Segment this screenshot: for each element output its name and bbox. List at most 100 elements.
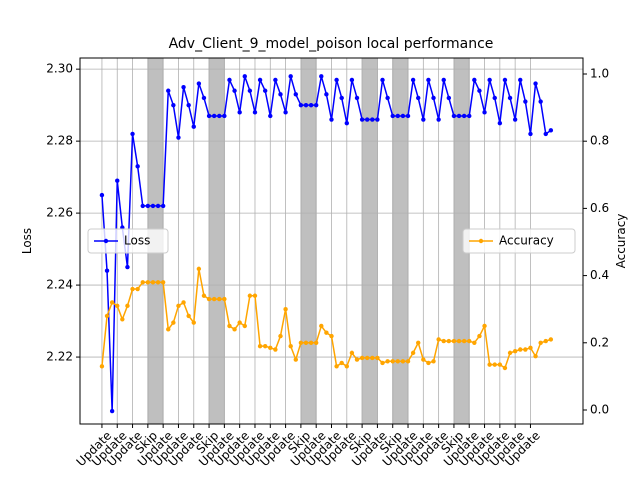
data-point: [242, 74, 247, 79]
data-point: [523, 347, 528, 352]
data-point: [446, 95, 452, 101]
data-point: [472, 340, 477, 345]
data-point: [273, 347, 278, 352]
data-point: [410, 350, 416, 356]
data-point: [293, 357, 298, 362]
series-line: [101, 268, 552, 370]
data-point: [507, 350, 513, 356]
data-point: [150, 280, 156, 285]
data-point: [115, 303, 120, 309]
data-point: [252, 110, 258, 115]
data-point: [268, 345, 273, 351]
data-point: [380, 360, 385, 366]
data-point: [109, 300, 115, 305]
data-point: [344, 120, 350, 126]
data-point: [528, 131, 533, 137]
legend: Loss: [87, 228, 169, 254]
data-point: [171, 102, 176, 108]
data-point: [497, 362, 503, 367]
data-point: [247, 293, 253, 298]
data-point: [181, 300, 186, 305]
data-point: [426, 360, 431, 366]
data-point: [247, 88, 253, 93]
y2-tick-label: 0.6: [590, 201, 609, 215]
data-point: [262, 343, 268, 349]
data-point: [548, 128, 554, 133]
data-point: [242, 323, 247, 329]
data-point: [206, 296, 212, 302]
data-point: [456, 338, 462, 344]
y2-tick-label: 0.2: [590, 335, 609, 349]
data-point: [120, 317, 125, 322]
plot-frame: [79, 57, 584, 425]
data-point: [512, 117, 518, 122]
data-point: [313, 102, 319, 108]
data-point: [303, 102, 309, 108]
legend-label: Loss: [124, 234, 150, 248]
data-point: [288, 343, 293, 349]
data-point: [104, 313, 110, 319]
data-point: [257, 343, 263, 349]
data-point: [400, 359, 406, 364]
data-point: [446, 338, 452, 344]
data-point: [487, 362, 492, 367]
data-point: [257, 77, 263, 83]
data-point: [518, 347, 523, 352]
data-point: [365, 117, 370, 122]
data-point: [293, 92, 298, 97]
data-point: [288, 74, 293, 79]
legend-marker: [103, 238, 109, 244]
data-point: [268, 113, 273, 119]
data-point: [99, 364, 105, 369]
data-point: [502, 77, 508, 83]
data-point: [176, 135, 181, 140]
data-point: [324, 92, 329, 97]
data-point: [171, 320, 176, 325]
data-point: [354, 95, 360, 101]
data-point: [467, 338, 472, 344]
data-point: [130, 286, 135, 292]
data-point: [319, 74, 324, 79]
data-point: [421, 117, 426, 122]
skip-span: [300, 57, 317, 425]
data-point: [436, 117, 441, 122]
data-point: [370, 355, 375, 361]
data-point: [262, 88, 268, 93]
data-point: [201, 95, 207, 101]
data-point: [186, 313, 191, 319]
skip-span: [361, 57, 378, 425]
data-point: [104, 268, 110, 273]
y-tick-label: 2.22: [46, 350, 73, 364]
data-point: [303, 340, 309, 345]
data-point: [512, 348, 518, 354]
skip-span: [208, 57, 225, 425]
data-point: [211, 113, 217, 119]
data-point: [222, 113, 227, 119]
data-point: [390, 359, 395, 364]
data-point: [533, 354, 538, 359]
data-point: [349, 350, 355, 356]
data-point: [125, 303, 130, 309]
data-point: [359, 355, 365, 361]
data-point: [375, 117, 380, 122]
data-point: [395, 113, 401, 119]
data-point: [482, 323, 487, 329]
data-point: [344, 364, 350, 369]
y2-axis-label: Accuracy: [614, 214, 628, 269]
data-point: [217, 296, 222, 302]
y-axis-label: Loss: [20, 228, 34, 254]
data-point: [416, 95, 421, 101]
data-point: [166, 327, 171, 332]
data-point: [176, 303, 181, 309]
data-point: [502, 365, 508, 371]
data-point: [319, 323, 324, 329]
data-point: [115, 178, 120, 183]
data-point: [140, 203, 145, 209]
data-point: [298, 102, 304, 108]
data-point: [278, 333, 283, 339]
data-point: [400, 113, 406, 119]
data-point: [375, 355, 380, 361]
data-point: [451, 338, 457, 344]
data-point: [548, 337, 554, 342]
data-point: [196, 81, 202, 86]
